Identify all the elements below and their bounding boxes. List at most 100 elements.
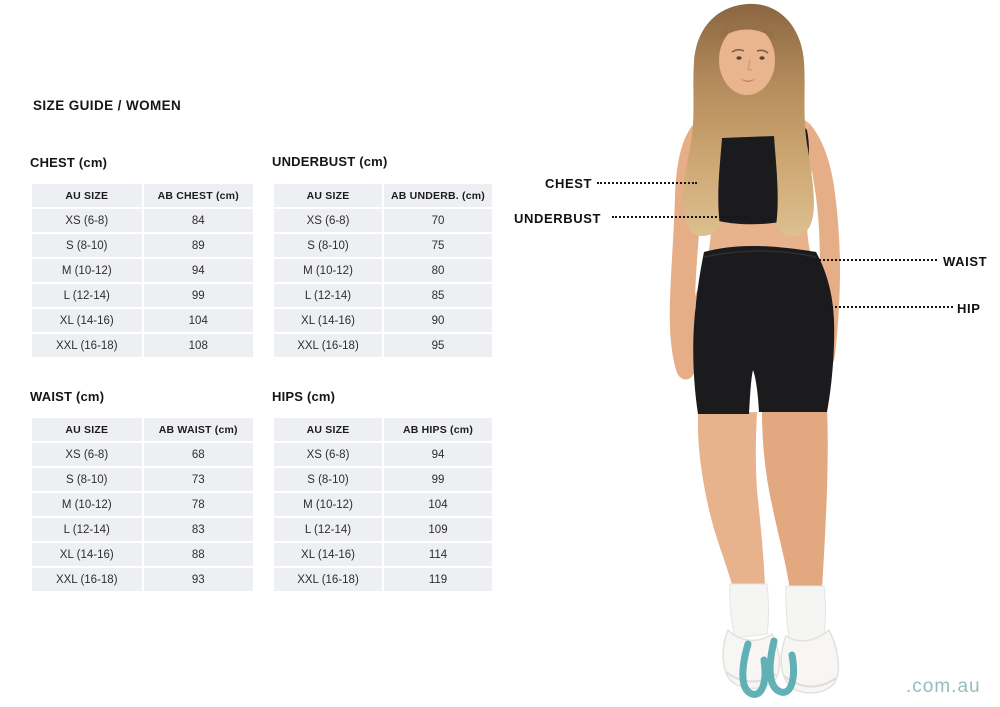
chest-leader-line [597,182,697,184]
hips-section-heading: HIPS (cm) [272,389,336,404]
table-cell: 104 [384,493,492,516]
page-title: SIZE GUIDE / WOMEN [33,98,182,113]
table-cell: 75 [384,234,492,257]
table-cell: 89 [143,234,253,257]
model-left-leg [697,412,765,588]
table-row: S (8-10) 89 [32,234,253,257]
right-shoe-sole-line [783,675,837,688]
table-cell: L (12-14) [32,518,142,541]
table-cell: 99 [384,468,492,491]
table-cell: S (8-10) [32,468,142,491]
table-cell: 109 [384,518,492,541]
table-cell: 108 [143,334,253,357]
table-cell: XS (6-8) [32,443,142,466]
table-cell: XXL (16-18) [274,334,382,357]
chest-section-heading: CHEST (cm) [30,155,108,170]
underbust-size-table: AU SIZE AB UNDERB. (cm) XS (6-8) 70 S (8-10)… [272,182,494,359]
chest-measure-label: CHEST [545,176,593,191]
waist-leader-line [806,259,937,261]
table-row: M (10-12) 104 [274,493,492,516]
table-row: L (12-14) 85 [274,284,492,307]
model-lips [740,78,756,82]
table-row: XXL (16-18) 95 [274,334,492,357]
table-cell: XL (14-16) [274,543,382,566]
table-row: L (12-14) 99 [32,284,253,307]
table-cell: 99 [143,284,253,307]
table-cell: XXL (16-18) [32,568,142,591]
table-cell: 94 [143,259,253,282]
chest-size-table: AU SIZE AB CHEST (cm) XS (6-8) 84 S (8-10) 89… [30,182,255,359]
table-cell: L (12-14) [274,518,382,541]
model-left-brow [731,48,745,53]
table-cell: 114 [384,543,492,566]
table-cell: 80 [384,259,492,282]
table-cell: XS (6-8) [274,443,382,466]
table-row: M (10-12) 80 [274,259,492,282]
table-cell: L (12-14) [274,284,382,307]
table-cell: XS (6-8) [32,209,142,232]
table-cell: 85 [384,284,492,307]
model-right-brow [756,49,769,54]
table-cell: 84 [143,209,253,232]
table-row: XS (6-8) 68 [32,443,253,466]
table-cell: XS (6-8) [274,209,382,232]
waist-size-table: AU SIZE AB WAIST (cm) XS (6-8) 68 S (8-10) 73… [30,416,255,593]
model-nose [747,59,753,71]
table-cell: L (12-14) [32,284,142,307]
table-row: L (12-14) 83 [32,518,253,541]
underbust-leader-line [612,216,748,218]
model-right-eye [759,56,765,60]
table-cell: 93 [143,568,253,591]
table-row: XXL (16-18) 93 [32,568,253,591]
column-header: AB CHEST (cm) [143,184,253,207]
table-cell: 78 [143,493,253,516]
table-row: S (8-10) 99 [274,468,492,491]
column-header: AU SIZE [32,418,142,441]
table-row: XL (14-16) 114 [274,543,492,566]
table-cell: 104 [143,309,253,332]
table-cell: 70 [384,209,492,232]
model-left-sock [729,583,769,639]
table-row: S (8-10) 73 [32,468,253,491]
table-cell: S (8-10) [274,468,382,491]
table-cell: XXL (16-18) [32,334,142,357]
table-row: XS (6-8) 94 [274,443,492,466]
table-cell: M (10-12) [274,493,382,516]
model-hair-fringe [719,20,775,40]
table-row: XXL (16-18) 119 [274,568,492,591]
table-cell: 88 [143,543,253,566]
column-header: AB HIPS (cm) [384,418,492,441]
hip-leader-line [826,306,953,308]
model-hair [682,3,814,237]
table-cell: 95 [384,334,492,357]
column-header: AB WAIST (cm) [143,418,253,441]
table-cell: M (10-12) [274,259,382,282]
table-cell: S (8-10) [274,234,382,257]
model-bike-shorts [693,246,835,414]
table-row: XXL (16-18) 108 [32,334,253,357]
brand-domain-text: .com.au [906,676,981,697]
table-cell: M (10-12) [32,259,142,282]
model-right-leg [762,410,828,590]
table-row: XL (14-16) 104 [32,309,253,332]
table-cell: 73 [143,468,253,491]
column-header: AB UNDERB. (cm) [384,184,492,207]
table-row: S (8-10) 75 [274,234,492,257]
table-cell: M (10-12) [32,493,142,516]
hips-size-table: AU SIZE AB HIPS (cm) XS (6-8) 94 S (8-10) 99 M… [272,416,494,593]
column-header: AU SIZE [32,184,142,207]
table-cell: XL (14-16) [274,309,382,332]
table-row: M (10-12) 78 [32,493,253,516]
waist-measure-label: WAIST [943,254,988,269]
model-figure [600,0,1000,707]
model-illustration [669,3,840,698]
table-row: XL (14-16) 90 [274,309,492,332]
model-right-sock [785,585,826,645]
model-left-eye [736,56,742,60]
brand-logo-watermark [739,637,798,698]
table-row: M (10-12) 94 [32,259,253,282]
table-row: L (12-14) 109 [274,518,492,541]
table-cell: XXL (16-18) [274,568,382,591]
model-face [719,25,775,95]
